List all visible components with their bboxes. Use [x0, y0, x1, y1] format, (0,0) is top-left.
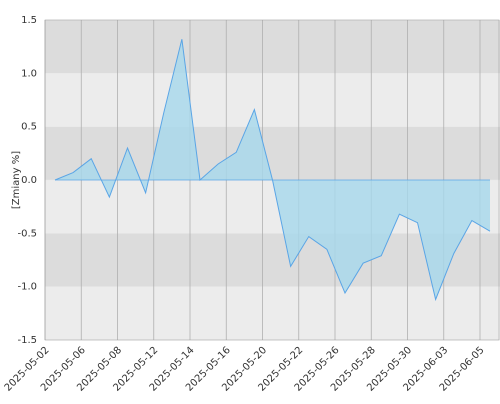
band	[45, 73, 500, 127]
area	[55, 39, 490, 300]
y-tick-label: 0.5	[21, 122, 37, 133]
y-axis-label: [Zmiany %]	[11, 151, 22, 209]
band	[45, 126, 500, 180]
y-tick-label: -0.5	[17, 228, 37, 239]
y-tick-label: -1.5	[17, 335, 37, 346]
band	[45, 20, 500, 74]
line	[54, 39, 491, 302]
y-tick-label: 1.0	[21, 68, 37, 79]
y-tick-label: 1.5	[21, 15, 37, 26]
y-tick-label: 0.0	[21, 175, 37, 186]
plot-frame	[44, 19, 500, 341]
y-tick-label: -1.0	[17, 282, 37, 293]
band	[45, 286, 500, 340]
